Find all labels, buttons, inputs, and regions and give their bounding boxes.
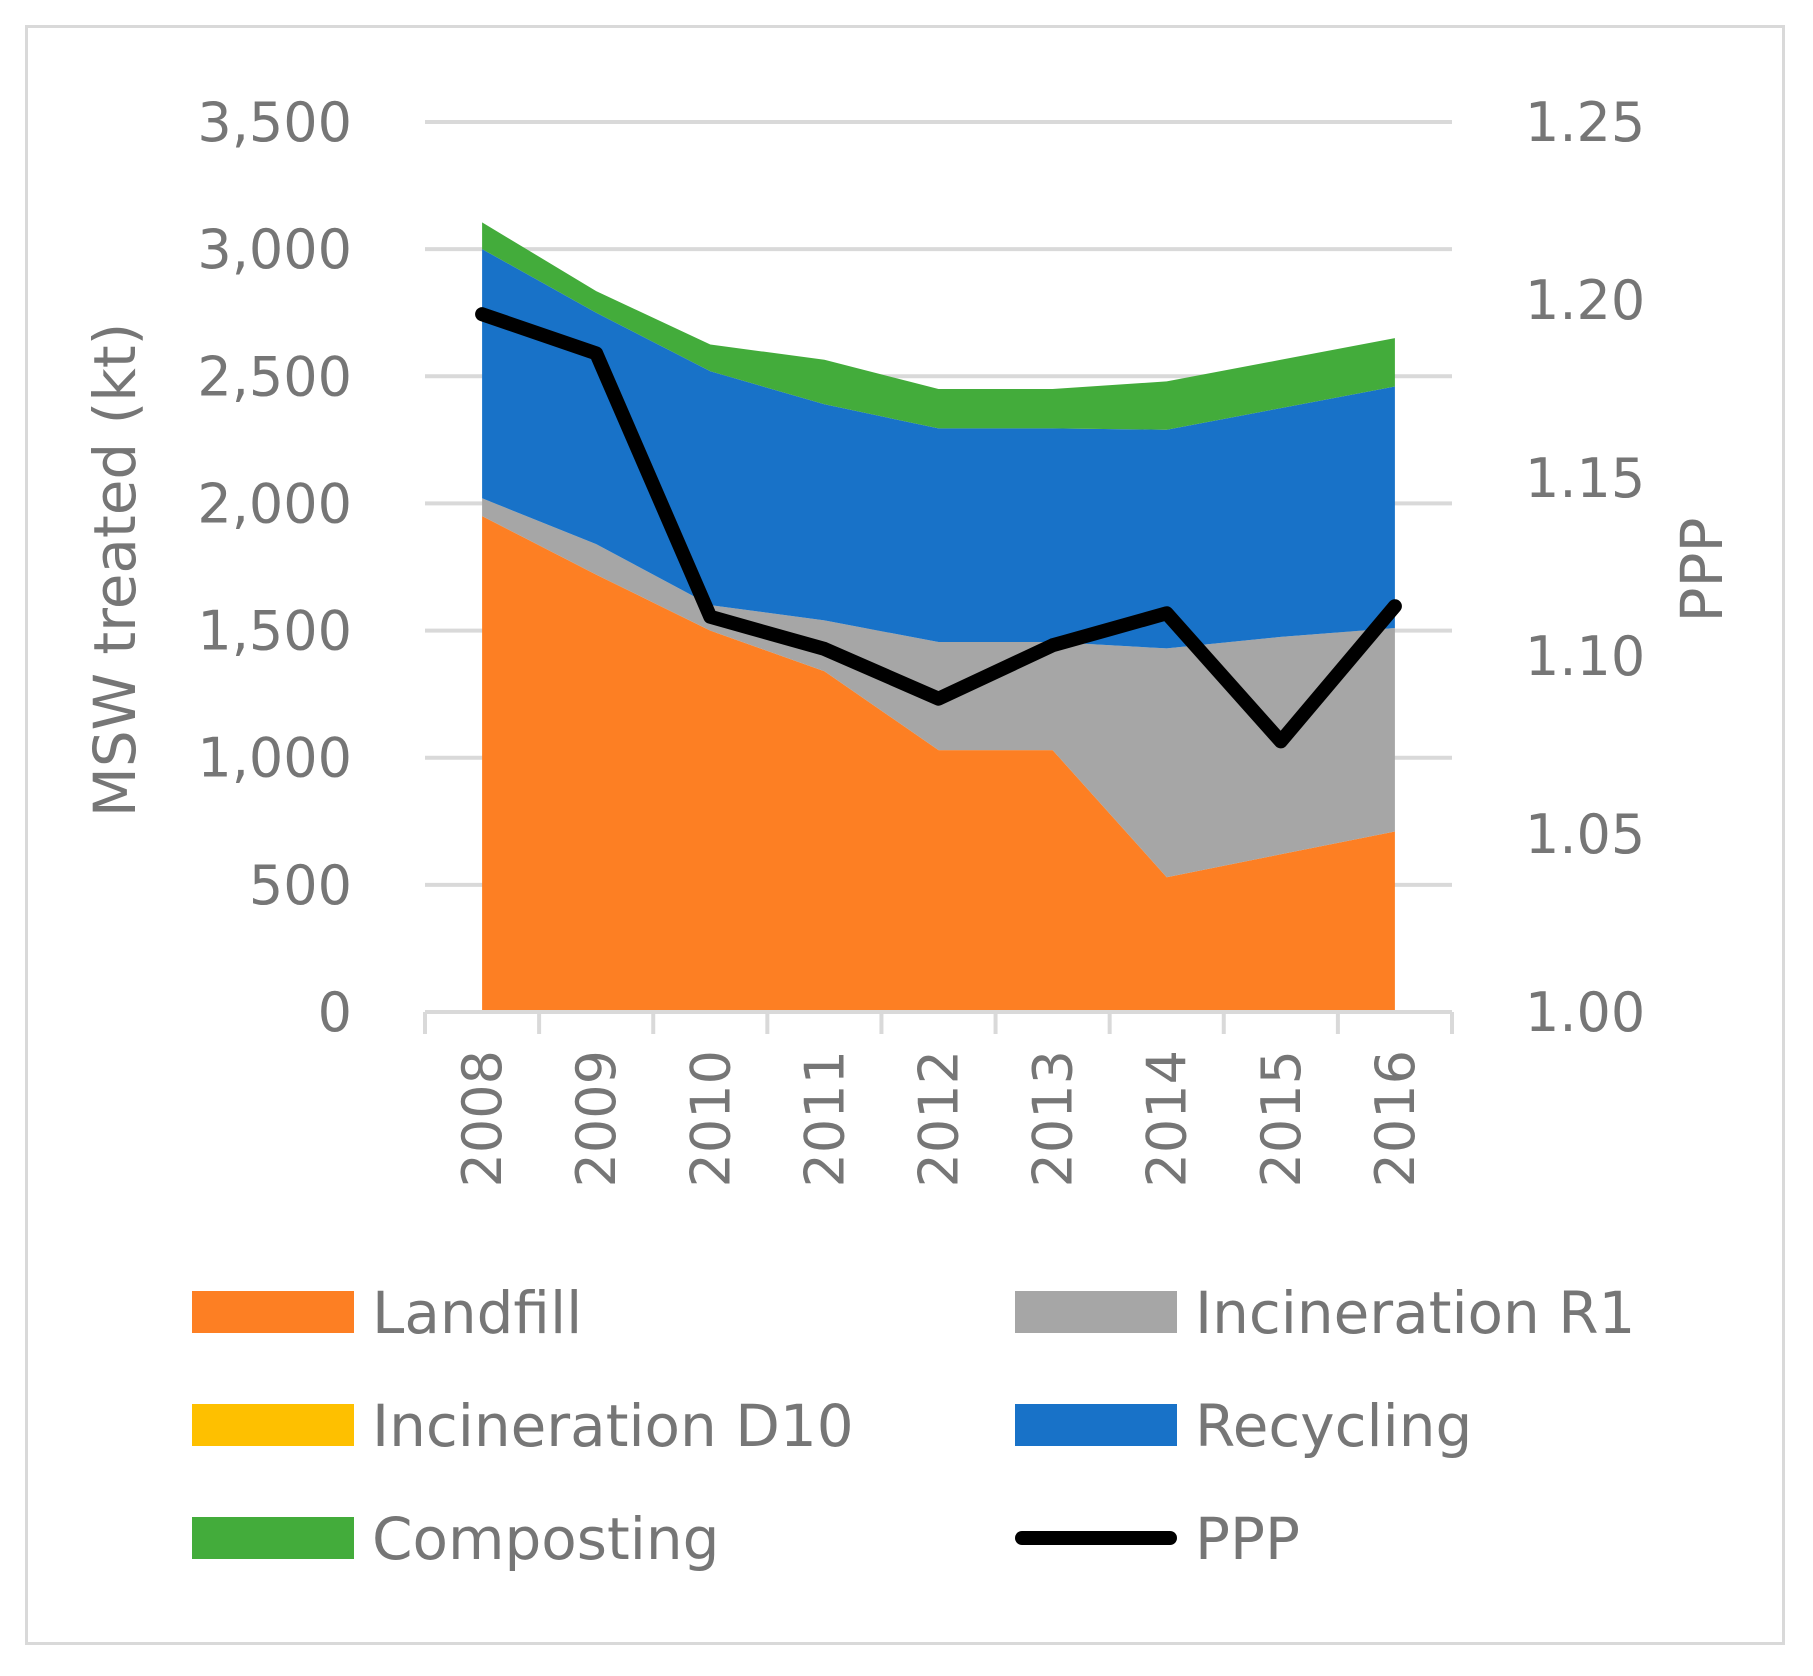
x-tick-label: 2009 [565,1050,628,1187]
y-left-tick-label: 2,500 [197,345,352,408]
x-tick-label: 2012 [908,1050,971,1187]
x-tick-label: 2008 [451,1050,514,1187]
y-right-tick-label: 1.25 [1525,91,1645,154]
stacked-areas [482,222,1395,1012]
x-tick-label: 2010 [679,1050,742,1187]
x-tick-label: 2016 [1364,1050,1427,1187]
legend-swatch-incineration-d10 [192,1404,354,1446]
y-left-tick-label: 2,000 [197,472,352,535]
y-right-tick-label: 1.00 [1525,981,1645,1044]
ppp-line-group [475,307,1402,749]
legend-label-recycling: Recycling [1195,1392,1472,1460]
y-right-tick-label: 1.20 [1525,269,1645,332]
y-right-tick-label: 1.10 [1525,625,1645,688]
ppp-line [475,307,1402,749]
area-composting [482,222,1395,430]
y-axis-left-title: MSW treated (kt) [81,323,149,817]
legend-swatch-incineration-r1 [1015,1291,1177,1333]
y-axis-left-ticks: 0 500 1,000 1,500 2,000 2,500 3,000 3,500 [197,91,352,1044]
y-left-tick-label: 0 [318,981,352,1044]
x-tick-label: 2013 [1022,1050,1085,1187]
area-incineration-r1 [482,498,1395,878]
x-tick-label: 2011 [793,1050,856,1187]
legend-label-incineration-r1: Incineration R1 [1195,1279,1635,1347]
area-recycling [482,249,1395,649]
legend-label-composting: Composting [372,1505,719,1573]
y-axis-right-title: PPP [1668,518,1736,623]
y-left-tick-label: 3,500 [197,91,352,154]
area-landfill [482,516,1395,1012]
y-left-tick-label: 3,000 [197,218,352,281]
x-tick-label: 2015 [1250,1050,1313,1187]
y-left-tick-label: 500 [249,854,352,917]
y-left-tick-label: 1,500 [197,600,352,663]
y-right-tick-label: 1.15 [1525,447,1645,510]
legend-swatch-composting [192,1517,354,1559]
legend-swatch-recycling [1015,1404,1177,1446]
x-tick-label: 2014 [1136,1050,1199,1187]
legend: Landfill Incineration R1 Incineration D10 R… [192,1279,1635,1573]
legend-label-incineration-d10: Incineration D10 [372,1392,854,1460]
y-left-tick-label: 1,000 [197,727,352,790]
legend-label-ppp: PPP [1195,1505,1300,1573]
legend-label-landfill: Landfill [372,1279,582,1347]
legend-swatch-landfill [192,1291,354,1333]
y-axis-right-ticks: 1.00 1.05 1.10 1.15 1.20 1.25 [1525,91,1645,1044]
y-right-tick-label: 1.05 [1525,803,1645,866]
x-axis: 2008 2009 2010 2011 2012 2013 2014 2015 2016 [423,1010,1454,1187]
